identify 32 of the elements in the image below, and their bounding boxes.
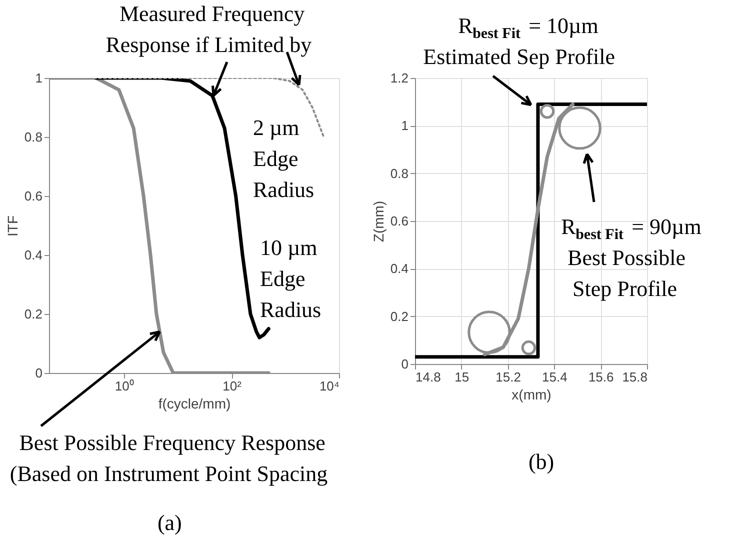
y-tick-label: 0.6	[24, 188, 42, 204]
annotation: Measured Frequency Response if Limited by	[106, 1, 312, 57]
x-tick-label: 15.8	[622, 370, 648, 384]
x-tick-label: 15.6	[588, 370, 614, 384]
x-tick-label: 15	[454, 370, 470, 384]
x-tick-label: 10²	[222, 378, 242, 394]
y-axis-title: Z(mm)	[370, 200, 386, 242]
text: (b)	[528, 449, 554, 474]
y-tick-label: 0.4	[390, 261, 408, 276]
y-tick-label: 0.2	[24, 306, 42, 322]
x-axis-title: x(mm)	[512, 386, 552, 402]
x-axis-title: f(cycle/mm)	[158, 396, 231, 412]
x-tick-label: 10⁰	[114, 378, 134, 394]
x-tick-label: 14.8	[416, 370, 441, 384]
y-tick-label: 0	[35, 366, 42, 380]
x-tick-label: 10⁴	[319, 378, 340, 394]
y-tick-label: 1	[35, 70, 42, 86]
y-tick-label: 0	[401, 356, 408, 372]
annotation: 10 µm Edge Radius	[260, 235, 322, 322]
y-tick-label: 0.4	[24, 248, 42, 262]
y-tick-label: 0.8	[24, 130, 42, 144]
y-tick-label: 0.2	[390, 308, 408, 324]
annotation: 2 µm Edge Radius	[253, 115, 314, 202]
y-tick-label: 1	[401, 118, 408, 134]
text: (a)	[157, 510, 182, 535]
x-tick-label: 15.2	[496, 370, 521, 384]
y-tick-label: 1.2	[390, 70, 408, 86]
x-tick-label: 15.4	[542, 370, 568, 384]
y-axis-title: ITF	[4, 216, 20, 236]
y-tick-label: 0.6	[390, 214, 408, 228]
annotation: Best Possible Frequency Response (Based on Instrument Point Spacing	[10, 430, 328, 486]
y-tick-label: 0.8	[390, 166, 408, 181]
